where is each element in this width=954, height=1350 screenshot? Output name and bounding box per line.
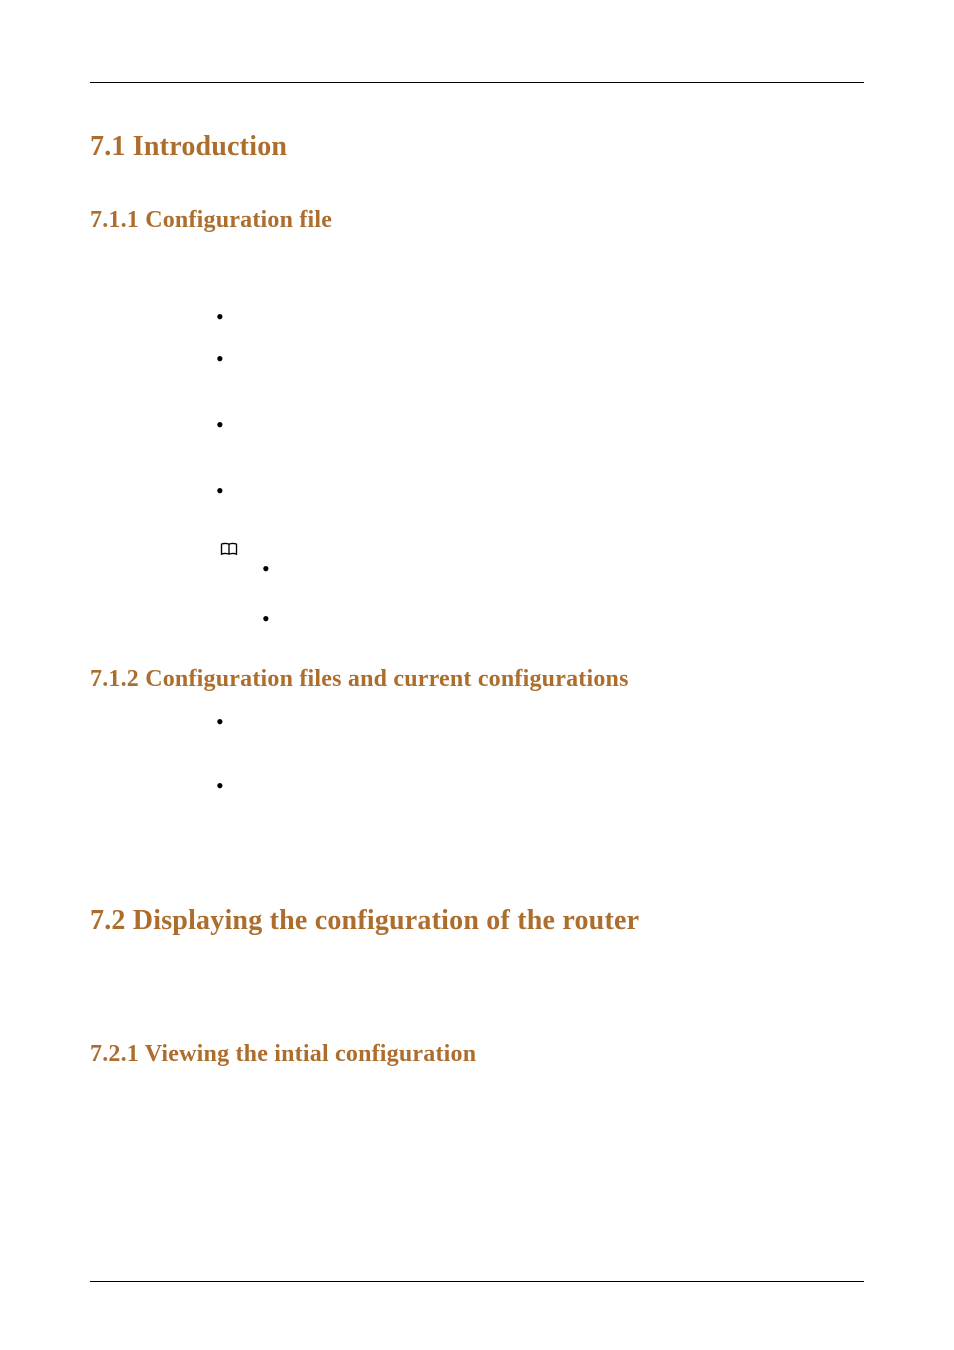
bullet-icon: • xyxy=(216,306,240,328)
bullet-icon: • xyxy=(216,348,240,370)
bullet-icon: • xyxy=(262,608,286,630)
list-item: • xyxy=(216,348,864,370)
heading-7-2: 7.2 Displaying the configuration of the … xyxy=(90,905,864,937)
bottom-horizontal-rule xyxy=(90,1281,864,1282)
nested-list-7-1-1: • • xyxy=(218,538,864,630)
top-horizontal-rule xyxy=(90,82,864,83)
heading-7-1: 7.1 Introduction xyxy=(90,131,864,163)
bullet-icon: • xyxy=(216,775,240,797)
list-item: • xyxy=(216,414,864,436)
list-item: • xyxy=(216,775,864,797)
bullet-icon: • xyxy=(216,414,240,436)
bullet-icon: • xyxy=(262,558,286,580)
list-7-1-1: • • • • xyxy=(216,306,864,502)
heading-7-1-1: 7.1.1 Configuration file xyxy=(90,207,864,234)
list-item: • xyxy=(216,711,864,733)
list-item: • xyxy=(262,558,286,580)
heading-7-1-2: 7.1.2 Configuration files and current co… xyxy=(90,666,864,693)
list-item: • xyxy=(216,306,864,328)
list-item: • xyxy=(262,608,286,630)
heading-7-2-1: 7.2.1 Viewing the intial configuration xyxy=(90,1041,864,1068)
bullet-icon: • xyxy=(216,480,240,502)
list-7-1-2: • • xyxy=(216,711,864,797)
bullet-icon: • xyxy=(216,711,240,733)
book-open-icon xyxy=(218,540,242,565)
list-item: • xyxy=(216,480,864,502)
